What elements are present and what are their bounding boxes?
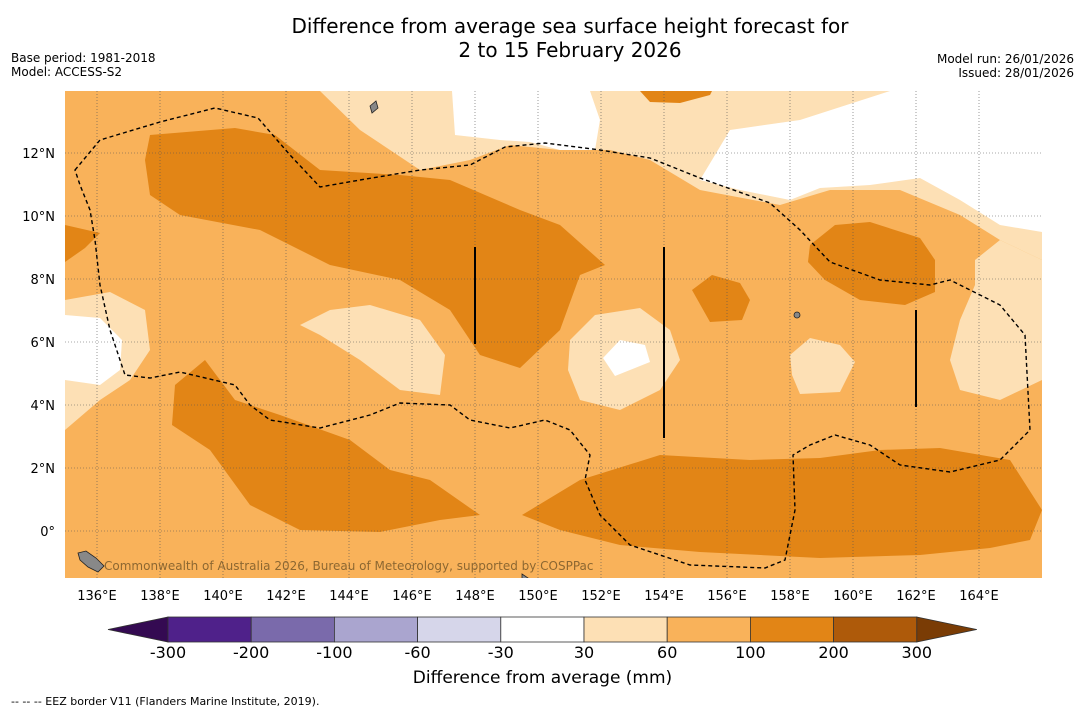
colorbar-tick: -200 <box>233 643 269 662</box>
colorbar-segment <box>417 616 502 643</box>
anomaly-neutral-north <box>452 91 600 150</box>
lon-tick: 146°E <box>392 589 432 604</box>
meta-right: Model run: 26/01/2026 Issued: 28/01/2026 <box>937 52 1074 80</box>
anomaly-neutral-west <box>65 315 122 385</box>
model-run: Model run: 26/01/2026 <box>936 52 1074 66</box>
colorbar-segment <box>500 616 585 643</box>
colorbar-segment <box>666 616 751 643</box>
colorbar-segment <box>250 616 335 643</box>
lon-tick: 148°E <box>455 589 495 604</box>
colorbar-label: Difference from average (mm) <box>412 668 673 688</box>
anomaly-30-60-small <box>790 338 855 394</box>
map-area <box>65 91 1042 578</box>
base-period: Base period: 1981-2018 <box>11 51 156 65</box>
colorbar-segment <box>167 616 252 643</box>
colorbar-tick: 100 <box>735 643 766 662</box>
lon-tick: 144°E <box>329 589 369 604</box>
lon-tick: 140°E <box>203 589 243 604</box>
lon-tick: 136°E <box>77 589 117 604</box>
grid-lines <box>65 91 1042 578</box>
lat-tick: 6°N <box>31 336 56 351</box>
lon-tick: 160°E <box>833 589 873 604</box>
title-line-2: 2 to 15 February 2026 <box>458 38 682 62</box>
lat-tick: 12°N <box>22 147 55 162</box>
anomaly-30-60-east <box>950 240 1042 400</box>
colorbar-tick: 300 <box>902 643 933 662</box>
colorbar-tick: -300 <box>150 643 186 662</box>
lon-tick: 138°E <box>140 589 180 604</box>
colorbar-tick: 200 <box>818 643 849 662</box>
colorbar-segment <box>833 616 918 643</box>
lat-tick: 0° <box>40 525 55 540</box>
anomaly-100-200-top <box>640 91 712 103</box>
colorbar <box>107 616 977 643</box>
model-name: Model: ACCESS-S2 <box>11 65 123 79</box>
colorbar-tick: -30 <box>488 643 514 662</box>
anomaly-100-200-west-edge <box>65 225 100 262</box>
lon-tick: 142°E <box>266 589 306 604</box>
lat-tick: 2°N <box>31 462 56 477</box>
island-north <box>369 100 379 114</box>
lon-tick: 158°E <box>770 589 810 604</box>
colorbar-extend-low <box>107 616 169 643</box>
lon-tick: 154°E <box>644 589 684 604</box>
island-south <box>521 573 529 578</box>
colorbar-tick: -100 <box>316 643 352 662</box>
island-new-guinea-tip <box>77 550 105 573</box>
meta-left: Base period: 1981-2018 Model: ACCESS-S2 <box>11 51 156 79</box>
lon-tick: 164°E <box>959 589 999 604</box>
lon-tick: 150°E <box>518 589 558 604</box>
eez-border <box>74 107 1031 569</box>
anomaly-100-200-southwest <box>172 360 480 532</box>
colorbar-segment <box>750 616 835 643</box>
issued-date: Issued: 28/01/2026 <box>958 66 1074 80</box>
footnote: -- -- -- EEZ border V11 (Flanders Marine… <box>11 695 320 708</box>
colorbar-extend-high <box>916 616 977 643</box>
anomaly-30-60-central <box>300 305 445 395</box>
colorbar-tick: -60 <box>405 643 431 662</box>
colorbar-tick: 30 <box>574 643 594 662</box>
longitude-ticks: 136°E 138°E 140°E 142°E 144°E 146°E 148°… <box>77 589 999 604</box>
lat-tick: 8°N <box>31 273 56 288</box>
lat-tick: 4°N <box>31 399 56 414</box>
lon-tick: 152°E <box>581 589 621 604</box>
title-line-1: Difference from average sea surface heig… <box>291 14 849 38</box>
map-credit: Commonwealth of Australia 2026, Bureau o… <box>104 559 594 573</box>
island-east <box>793 311 801 319</box>
colorbar-ticks: -300 -200 -100 -60 -30 30 60 100 200 300 <box>150 643 932 662</box>
map-title: Difference from average sea surface heig… <box>0 14 1085 62</box>
colorbar-segment <box>583 616 668 643</box>
latitude-ticks: 12°N 10°N 8°N 6°N 4°N 2°N 0° <box>22 147 55 540</box>
anomaly-100-200-northwest <box>145 128 605 368</box>
lat-tick: 10°N <box>22 210 55 225</box>
anomaly-neutral-northeast <box>700 91 1042 232</box>
anomaly-neutral-central <box>603 340 650 376</box>
anomaly-100-200-mid <box>692 275 750 322</box>
colorbar-tick: 60 <box>657 643 677 662</box>
anomaly-100-200-southeast <box>522 448 1042 558</box>
lon-tick: 156°E <box>707 589 747 604</box>
colorbar-segment <box>333 616 418 643</box>
anomaly-100-200-northeast <box>808 222 935 305</box>
lon-tick: 162°E <box>896 589 936 604</box>
